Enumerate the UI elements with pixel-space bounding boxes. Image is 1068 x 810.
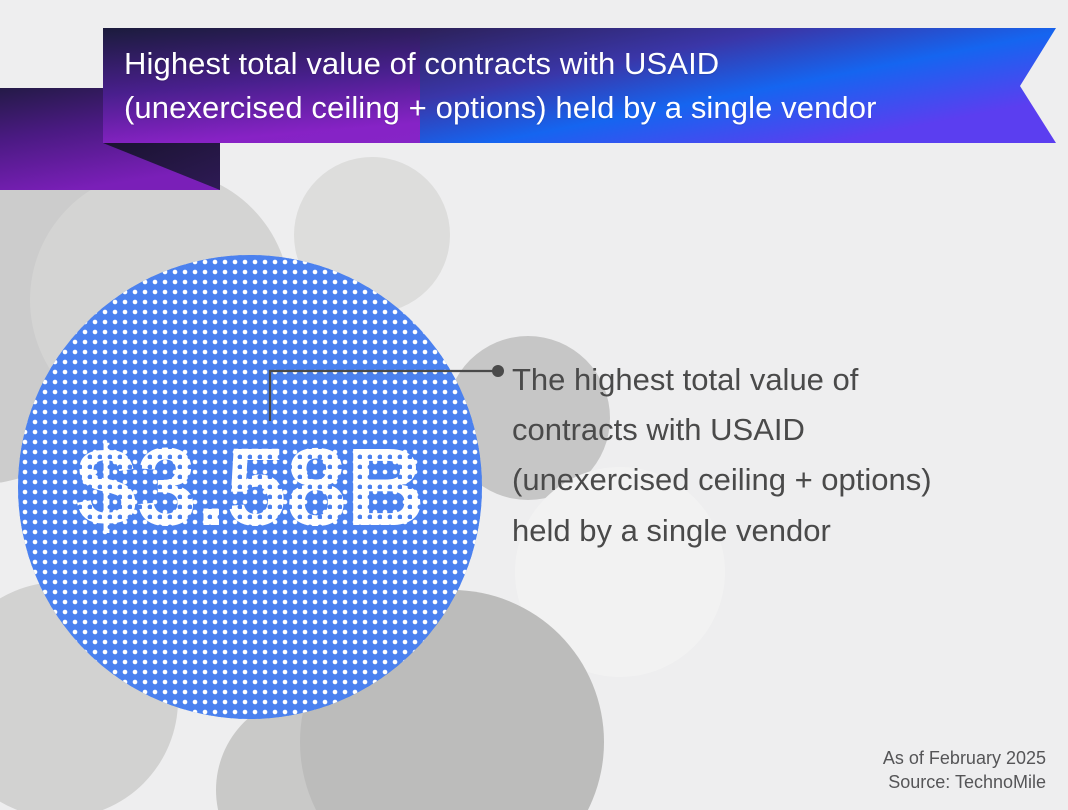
ribbon-fold-shadow: [103, 143, 220, 190]
callout-line-1: The highest total value of: [512, 362, 859, 397]
footnote-as-of: As of February 2025: [882, 747, 1046, 768]
leader-endpoint-dot: [492, 365, 504, 377]
callout-text: The highest total value of contracts wit…: [512, 355, 1068, 556]
banner-title: Highest total value of contracts with US…: [124, 42, 1024, 130]
header-ribbon: Highest total value of contracts with US…: [0, 0, 1068, 200]
ribbon-left-shade: [103, 28, 420, 143]
ribbon-shape: [0, 28, 1056, 190]
callout-line-4: held by a single vendor: [512, 512, 831, 548]
leader-polyline: [268, 369, 493, 421]
footnote-source: Source: TechnoMile: [888, 771, 1046, 792]
banner-title-line-2: (unexercised ceiling + options) held by …: [124, 90, 877, 126]
callout-line-2: contracts with USAID: [512, 412, 805, 448]
callout-line-3: (unexercised ceiling + options): [512, 462, 932, 498]
banner-title-line-1: Highest total value of contracts with US…: [124, 46, 720, 81]
footnote: As of February 2025 Source: TechnoMile: [883, 746, 1046, 794]
dot-pattern-inverse-overlay: [18, 255, 482, 719]
stat-circle: $3.58B: [18, 255, 482, 719]
